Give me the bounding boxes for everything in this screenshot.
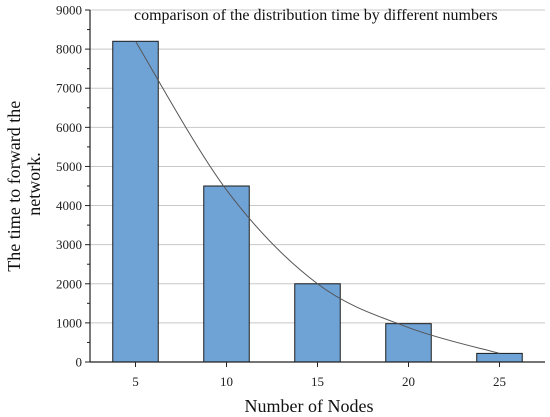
x-tick-label: 20 xyxy=(402,374,415,389)
x-tick-label: 15 xyxy=(311,374,324,389)
y-tick-label: 8000 xyxy=(56,42,82,57)
x-tick-label: 10 xyxy=(220,374,233,389)
y-tick-label: 0 xyxy=(76,355,83,370)
y-tick-label: 2000 xyxy=(56,276,82,291)
y-tick-label: 3000 xyxy=(56,237,82,252)
x-tick-labels: 5 10 15 20 25 xyxy=(132,374,506,389)
bar-25 xyxy=(476,352,523,363)
svg-text:The time to forward the: The time to forward the network. xyxy=(4,96,44,271)
x-tick-label: 25 xyxy=(493,374,506,389)
trendline xyxy=(135,41,500,354)
y-tick-label: 9000 xyxy=(56,3,82,18)
y-tick-label: 4000 xyxy=(56,198,82,213)
y-axis-title-line-2: network. xyxy=(24,152,44,215)
y-axis-title: The time to forward the network. xyxy=(4,96,44,272)
y-tick-labels: 0 1000 2000 3000 4000 5000 6000 7000 8000 9000 xyxy=(56,3,82,370)
y-axis-title-line-1: The time to forward the xyxy=(4,101,24,272)
y-tick-label: 1000 xyxy=(56,315,82,330)
y-tick-label: 5000 xyxy=(56,159,82,174)
bar-20 xyxy=(385,323,432,363)
trendline-path xyxy=(135,41,500,354)
y-tick-label: 6000 xyxy=(56,120,82,135)
y-tick-label: 7000 xyxy=(56,81,82,96)
axes xyxy=(85,9,545,367)
x-tick-label: 5 xyxy=(132,374,139,389)
gridlines xyxy=(90,9,545,324)
bars xyxy=(112,40,523,363)
bar-15 xyxy=(294,283,341,363)
bar-5 xyxy=(112,40,159,363)
bar-10 xyxy=(203,185,250,363)
x-axis-title: Number of Nodes xyxy=(245,396,374,416)
chart-title: comparison of the distribution time by d… xyxy=(134,7,498,24)
